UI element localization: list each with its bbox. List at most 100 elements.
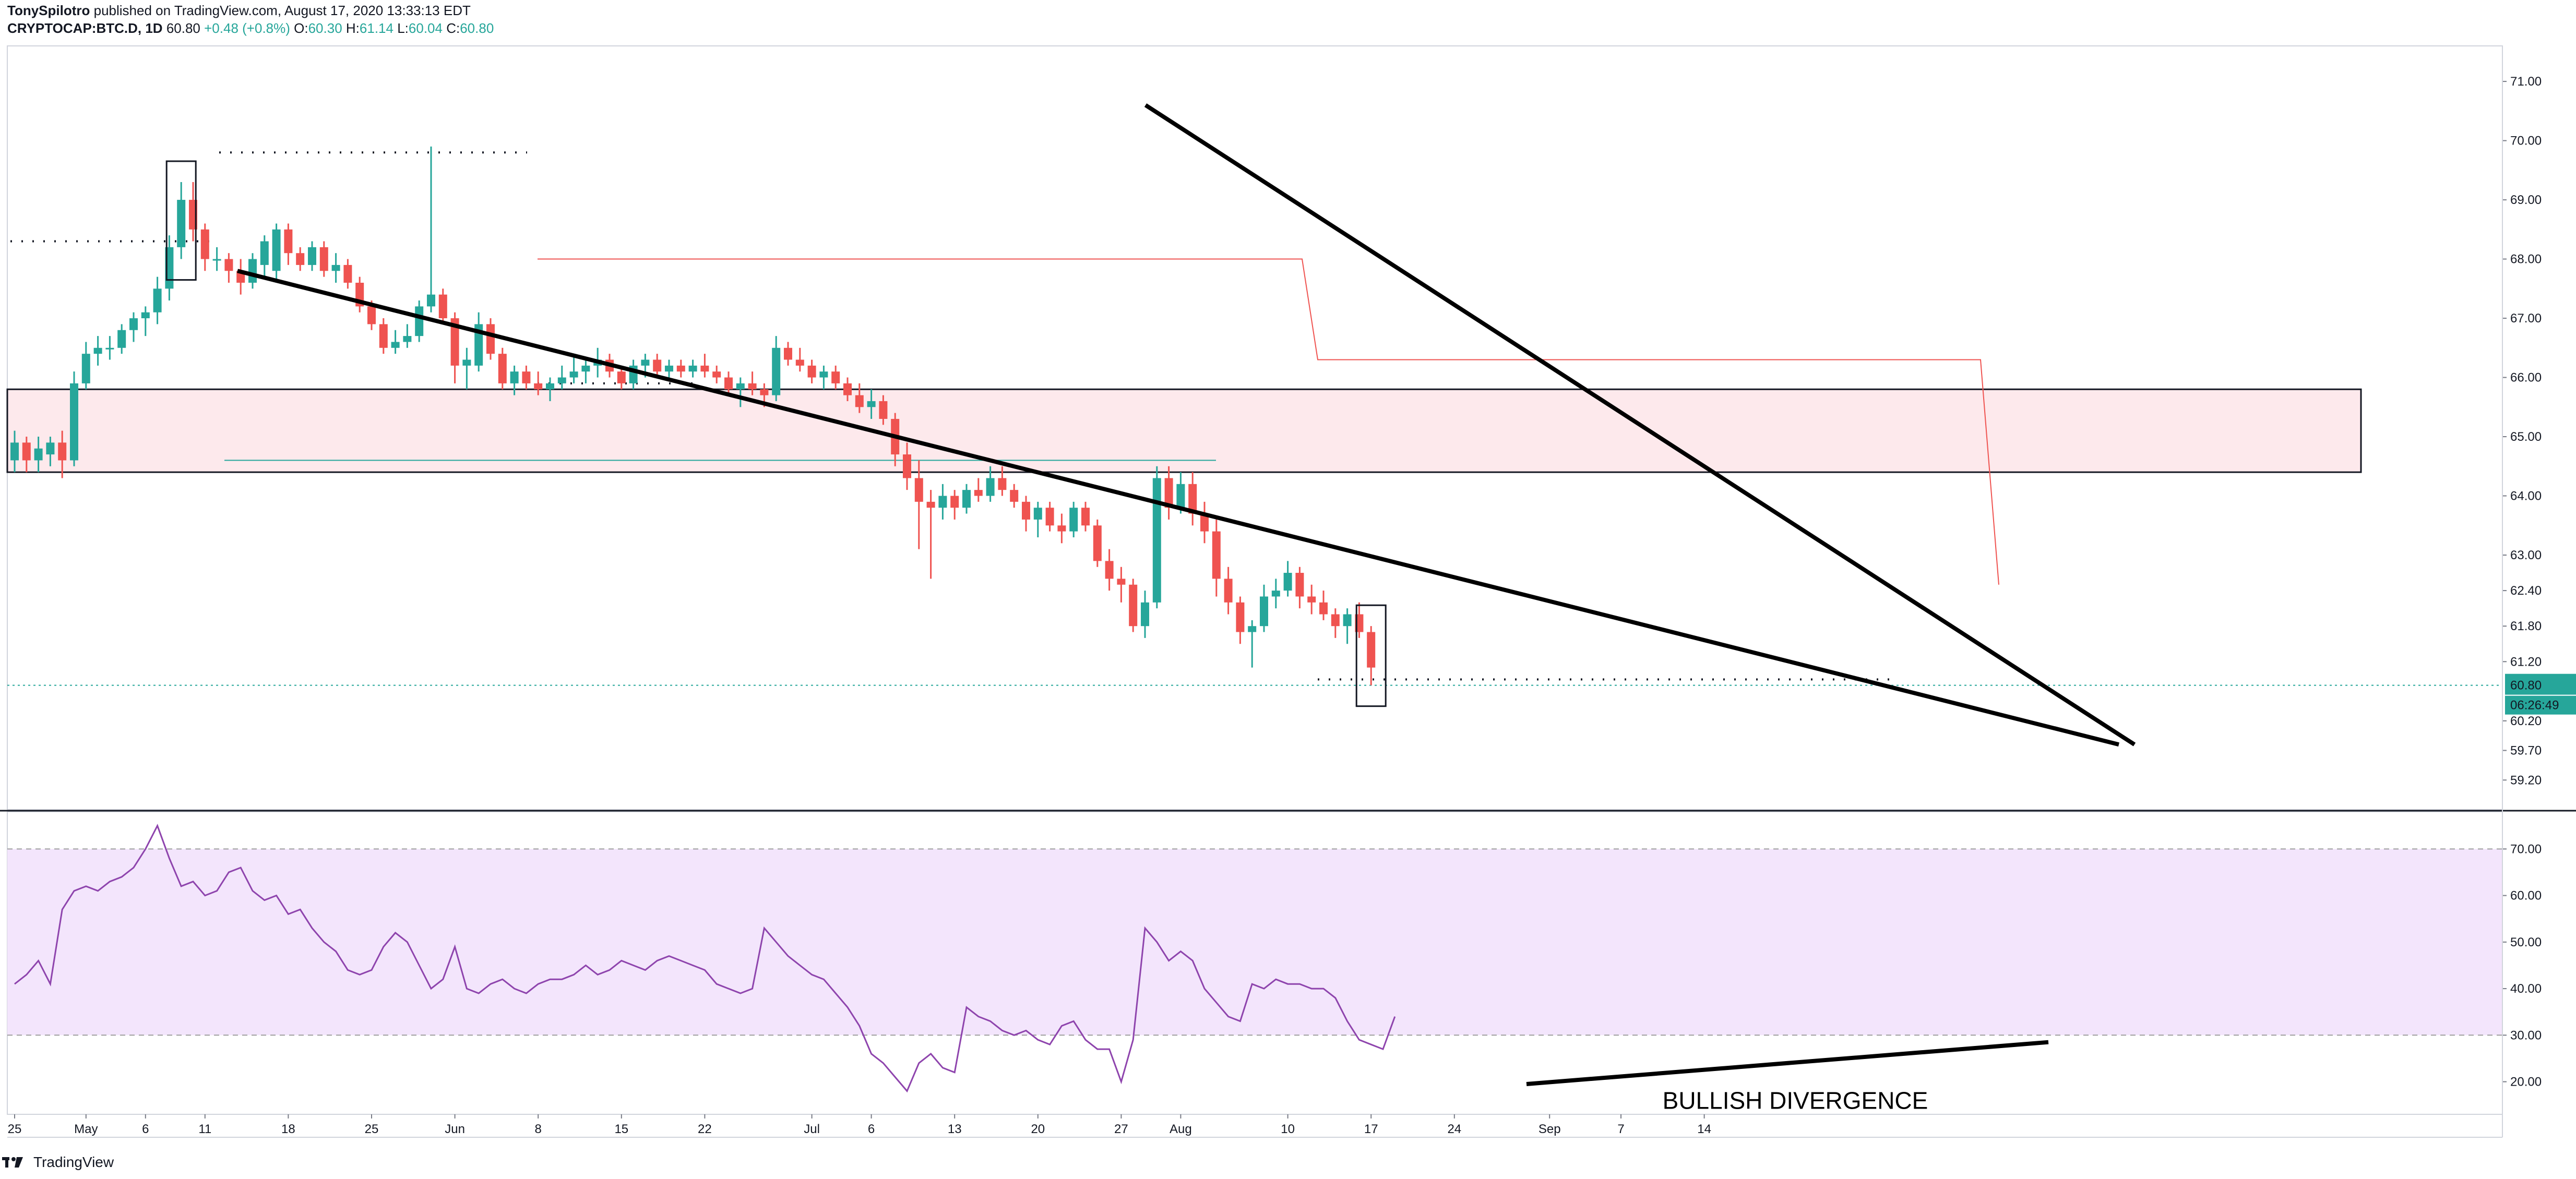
candle-body bbox=[129, 318, 138, 330]
candle bbox=[998, 466, 1007, 496]
time-tick-label: 11 bbox=[198, 1122, 211, 1136]
time-tick-label: Aug bbox=[1170, 1122, 1192, 1136]
candle bbox=[712, 365, 721, 383]
candle bbox=[212, 247, 221, 271]
chart-canvas[interactable]: 71.00 70.00 69.00 68.00 67.00 66.00 65.00 64.00… bbox=[0, 0, 2576, 1148]
candle bbox=[1141, 591, 1149, 638]
high-value: 61.14 bbox=[359, 20, 393, 36]
candle bbox=[129, 312, 138, 342]
candle bbox=[1367, 626, 1376, 685]
candle-body bbox=[1224, 579, 1233, 603]
price-pane[interactable]: 71.00 70.00 69.00 68.00 67.00 66.00 65.00 64.00… bbox=[6, 45, 2576, 810]
candle-body bbox=[1152, 478, 1161, 603]
candle bbox=[93, 336, 102, 366]
low-value: 60.04 bbox=[408, 20, 443, 36]
candle-body bbox=[248, 259, 257, 283]
candle bbox=[1283, 561, 1292, 597]
divergence-label: BULLISH DIVERGENCE bbox=[1663, 1087, 1928, 1114]
candle-body bbox=[58, 442, 67, 461]
candle bbox=[308, 241, 316, 271]
time-tick-label: 8 bbox=[535, 1122, 542, 1136]
candle bbox=[867, 389, 876, 419]
price-tick-label: 61.80 bbox=[2510, 619, 2542, 633]
time-tick-label: Sep bbox=[1539, 1122, 1561, 1136]
price-tick-label: 60.20 bbox=[2510, 714, 2542, 728]
upper-wedge-line bbox=[1144, 103, 2136, 747]
candle-body bbox=[998, 478, 1007, 490]
rsi-tick-label: 20.00 bbox=[2510, 1075, 2542, 1089]
candle-body bbox=[224, 259, 233, 271]
candle bbox=[1295, 567, 1304, 609]
candle bbox=[141, 306, 150, 336]
candle bbox=[319, 241, 328, 277]
candle-body bbox=[867, 401, 876, 407]
candle bbox=[236, 259, 245, 295]
resistance-zone bbox=[6, 388, 2362, 473]
candle-body bbox=[284, 229, 293, 254]
candle-body bbox=[522, 371, 531, 383]
time-tick-label: 6 bbox=[142, 1122, 149, 1136]
highlight-box bbox=[165, 160, 197, 281]
candle bbox=[1343, 608, 1352, 644]
symbol-header: CRYPTOCAP:BTC.D, 1D 60.80 +0.48 (+0.8%) … bbox=[7, 20, 494, 37]
candle bbox=[200, 223, 209, 271]
time-tick-label: 25 bbox=[365, 1122, 379, 1136]
published-text: published on TradingView.com, August 17,… bbox=[93, 3, 471, 18]
price-tick-label: 69.00 bbox=[2510, 193, 2542, 207]
highlight-box bbox=[1355, 604, 1387, 707]
time-tick-label: 24 bbox=[1447, 1122, 1461, 1136]
candle bbox=[676, 359, 685, 378]
price-tick-label: 59.20 bbox=[2510, 773, 2542, 787]
candle-body bbox=[498, 354, 507, 383]
candle-body bbox=[1200, 513, 1209, 532]
candle-body bbox=[462, 359, 471, 366]
time-axis[interactable]: 25 May 6 11 18 25 Jun 8 15 22 Jul 6 13 20 27 Aug 10 17 24 S… bbox=[7, 46, 2503, 1138]
candle bbox=[486, 318, 495, 360]
candle bbox=[105, 336, 114, 360]
candle bbox=[331, 253, 340, 283]
candle-body bbox=[546, 383, 554, 390]
candle-body bbox=[70, 383, 78, 461]
candle bbox=[569, 354, 578, 383]
candle bbox=[1081, 501, 1090, 532]
candle-body bbox=[1283, 573, 1292, 591]
symbol-label[interactable]: CRYPTOCAP:BTC.D, 1D bbox=[7, 20, 163, 36]
candle-body bbox=[117, 330, 126, 348]
candle-body bbox=[879, 401, 888, 419]
candle-body bbox=[1188, 484, 1197, 514]
candle-body bbox=[736, 383, 745, 390]
rsi-pane[interactable]: 70.00 60.00 50.00 40.00 30.00 20.00 BULLISH DI… bbox=[0, 810, 2576, 1115]
candle-body bbox=[1331, 614, 1340, 627]
candle-body bbox=[807, 365, 816, 378]
candle bbox=[427, 146, 435, 312]
candle-body bbox=[10, 442, 19, 461]
candle-body bbox=[1033, 508, 1042, 520]
candle bbox=[534, 371, 543, 395]
candle-body bbox=[1271, 591, 1280, 597]
candle bbox=[1117, 567, 1126, 603]
candle bbox=[843, 377, 852, 401]
candle-body bbox=[962, 490, 971, 508]
time-tick-label: 10 bbox=[1281, 1122, 1295, 1136]
last-price-tag-bg bbox=[2505, 673, 2576, 695]
candle bbox=[1307, 584, 1316, 615]
candle-body bbox=[569, 371, 578, 378]
footer: TradingView bbox=[0, 1148, 114, 1177]
candle bbox=[296, 247, 305, 271]
candle-body bbox=[1057, 525, 1066, 532]
candle-body bbox=[343, 264, 352, 283]
candle-body bbox=[1319, 602, 1328, 615]
candle bbox=[974, 478, 983, 502]
candle-body bbox=[296, 253, 305, 265]
price-tick-label: 71.00 bbox=[2510, 75, 2542, 89]
candle-body bbox=[1081, 508, 1090, 526]
rsi-tick-label: 50.00 bbox=[2510, 935, 2542, 949]
candle bbox=[81, 342, 90, 390]
candle bbox=[58, 430, 67, 478]
rsi-tick-label: 40.00 bbox=[2510, 982, 2542, 996]
candle bbox=[1033, 501, 1042, 537]
candle bbox=[177, 182, 186, 259]
candle-body bbox=[855, 395, 864, 407]
open-value: 60.30 bbox=[308, 20, 342, 36]
author-name[interactable]: TonySpilotro bbox=[7, 3, 90, 18]
